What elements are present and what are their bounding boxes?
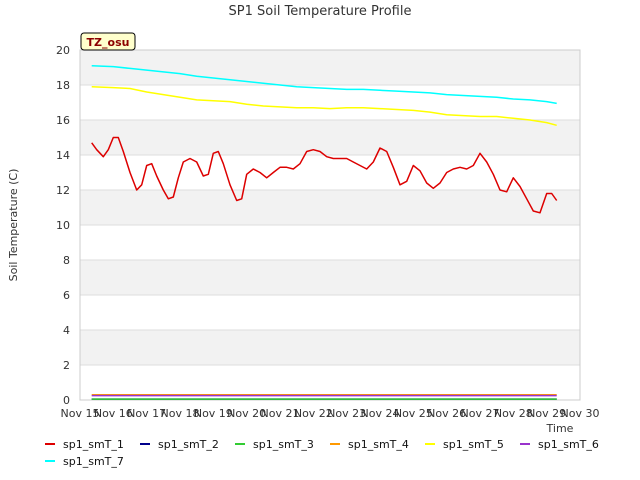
y-tick-label: 14 bbox=[56, 149, 70, 162]
x-tick-label: Nov 30 bbox=[561, 407, 600, 420]
plot-band bbox=[80, 225, 580, 260]
plot-frame bbox=[79, 49, 581, 401]
y-tick-label: 10 bbox=[56, 219, 70, 232]
plot-band bbox=[80, 120, 580, 155]
y-axis-label: Soil Temperature (C) bbox=[7, 169, 20, 282]
y-tick-label: 18 bbox=[56, 79, 70, 92]
legend-label: sp1_smT_5 bbox=[443, 438, 504, 451]
plot-background-bands bbox=[80, 50, 580, 400]
x-tick-label: Nov 18 bbox=[161, 407, 200, 420]
x-tick-label: Nov 17 bbox=[127, 407, 166, 420]
x-tick-label: Nov 24 bbox=[361, 407, 400, 420]
x-tick-label: Nov 26 bbox=[427, 407, 466, 420]
x-tick-label: Nov 25 bbox=[394, 407, 433, 420]
plot-band bbox=[80, 50, 580, 85]
plot-band bbox=[80, 155, 580, 190]
legend-item: sp1_smT_2 bbox=[140, 438, 219, 451]
y-tick-label: 12 bbox=[56, 184, 70, 197]
series-line-sp1-smT-7 bbox=[91, 65, 557, 105]
x-tick-label: Nov 16 bbox=[94, 407, 133, 420]
y-tick-label: 20 bbox=[56, 44, 70, 57]
y-tick-label: 16 bbox=[56, 114, 70, 127]
x-tick-label: Nov 22 bbox=[294, 407, 333, 420]
series-line-sp1-smT-5 bbox=[91, 86, 557, 127]
y-axis-ticks: 0 2 4 6 8 10 12 14 16 18 20 bbox=[56, 44, 70, 407]
x-tick-label: Nov 19 bbox=[194, 407, 233, 420]
y-tick-label: 2 bbox=[63, 359, 70, 372]
legend-label: sp1_smT_2 bbox=[158, 438, 219, 451]
legend-item: sp1_smT_1 bbox=[45, 438, 124, 451]
x-tick-label: Nov 28 bbox=[494, 407, 533, 420]
x-tick-label: Nov 23 bbox=[327, 407, 366, 420]
plot-band bbox=[80, 330, 580, 365]
site-badge-label: TZ_osu bbox=[87, 36, 130, 49]
y-tick-label: 6 bbox=[63, 289, 70, 302]
plot-band bbox=[80, 295, 580, 330]
x-tick-label: Nov 15 bbox=[61, 407, 100, 420]
legend-item: sp1_smT_3 bbox=[235, 438, 314, 451]
y-tick-label: 8 bbox=[63, 254, 70, 267]
site-badge-box bbox=[80, 32, 136, 51]
x-tick-label: Nov 29 bbox=[527, 407, 566, 420]
series-lines bbox=[91, 65, 558, 400]
series-line-sp1-smT-1 bbox=[91, 136, 558, 214]
legend-item: sp1_smT_6 bbox=[520, 438, 599, 451]
legend-label: sp1_smT_1 bbox=[63, 438, 124, 451]
legend-item: sp1_smT_5 bbox=[425, 438, 504, 451]
x-tick-label: Nov 20 bbox=[227, 407, 266, 420]
legend: sp1_smT_1 sp1_smT_2 sp1_smT_3 sp1_smT_4 sp1_… bbox=[45, 438, 599, 468]
legend-item: sp1_smT_7 bbox=[45, 455, 124, 468]
legend-item: sp1_smT_4 bbox=[330, 438, 409, 451]
legend-label: sp1_smT_6 bbox=[538, 438, 599, 451]
x-axis-label: Time bbox=[546, 422, 574, 435]
plot-band bbox=[80, 190, 580, 225]
plot-band bbox=[80, 260, 580, 295]
y-tick-label: 0 bbox=[63, 394, 70, 407]
legend-label: sp1_smT_3 bbox=[253, 438, 314, 451]
chart-title: SP1 Soil Temperature Profile bbox=[229, 4, 412, 19]
legend-label: sp1_smT_7 bbox=[63, 455, 124, 468]
site-badge: TZ_osu bbox=[80, 32, 136, 51]
plot-band bbox=[80, 85, 580, 120]
legend-label: sp1_smT_4 bbox=[348, 438, 409, 451]
x-tick-label: Nov 21 bbox=[261, 407, 300, 420]
x-tick-label: Nov 27 bbox=[461, 407, 500, 420]
y-tick-label: 4 bbox=[63, 324, 70, 337]
